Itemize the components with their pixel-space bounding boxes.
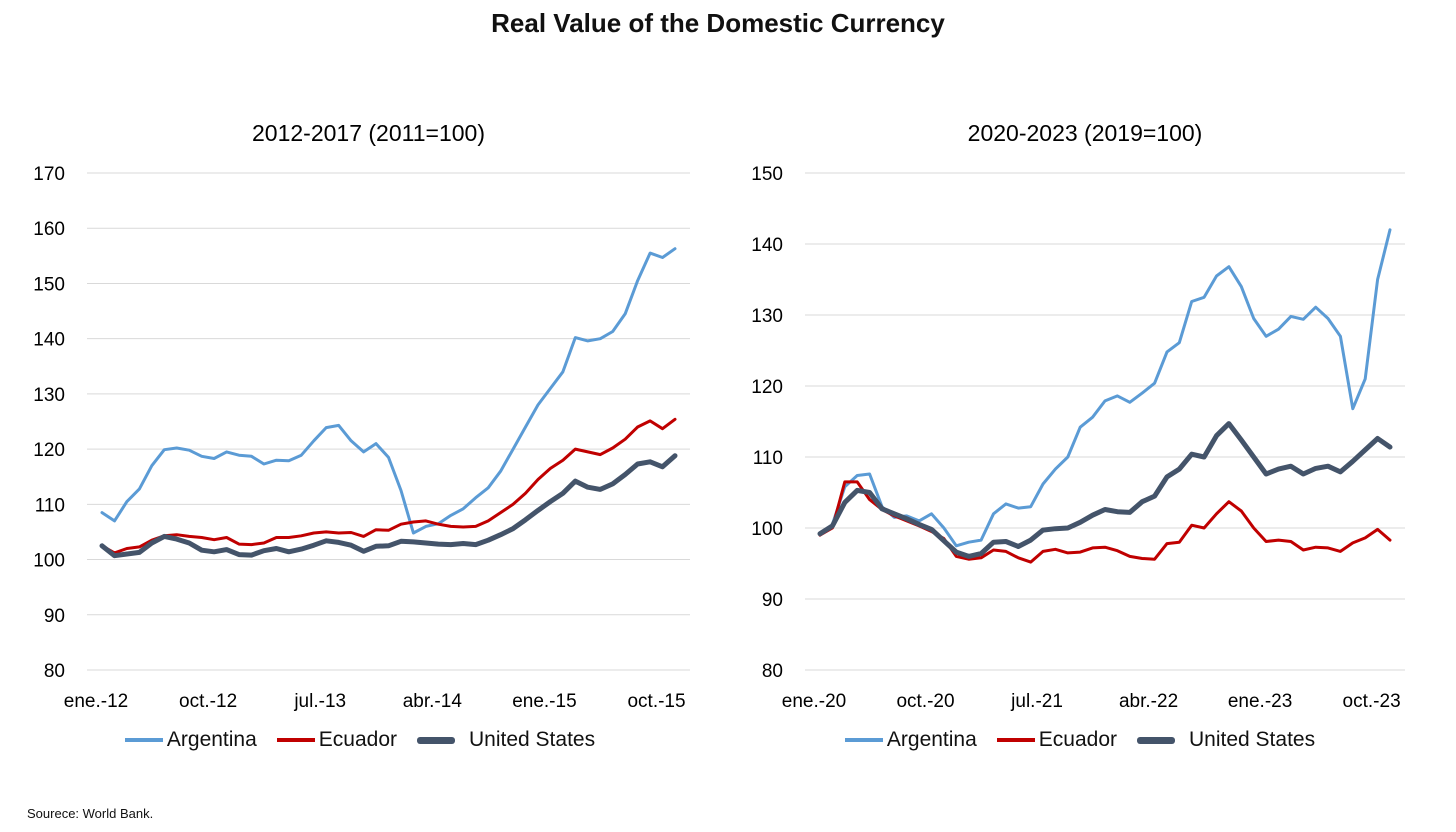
- y-tick-label: 90: [44, 606, 65, 627]
- x-tick-label: oct.-20: [896, 691, 954, 712]
- x-tick-label: ene.-20: [782, 691, 846, 712]
- legend-swatch-united-states: [1137, 736, 1176, 744]
- series-line-ecuador: [818, 480, 1392, 564]
- chart-title: 2012-2017 (2011=100): [252, 120, 485, 146]
- chart-title: 2020-2023 (2019=100): [968, 120, 1203, 146]
- legend-item-ecuador: Ecuador: [276, 728, 398, 752]
- chart-svg: 2012-2017 (2011=100) 80 90 100 110 120 130 140 1…: [33, 120, 690, 712]
- legend-item-argentina: Argentina: [124, 728, 257, 752]
- page-title: Real Value of the Domestic Currency: [491, 8, 945, 38]
- y-tick-label: 100: [33, 551, 65, 572]
- source-note: Sourece: World Bank.: [27, 806, 154, 821]
- y-tick-label: 120: [751, 377, 783, 398]
- y-tick-label: 100: [751, 519, 783, 540]
- y-tick-label: 90: [762, 590, 783, 611]
- x-tick-label: ene.-15: [512, 691, 576, 712]
- y-tick-label: 80: [762, 661, 783, 682]
- legend-item-argentina: Argentina: [844, 728, 977, 752]
- x-tick-label: ene.-23: [1228, 691, 1292, 712]
- x-tick-label: oct.-12: [179, 691, 237, 712]
- series-line-united-states: [99, 453, 678, 559]
- y-tick-label: 150: [751, 164, 783, 185]
- y-tick-label: 160: [33, 219, 65, 240]
- legend-swatch-ecuador: [276, 738, 315, 742]
- x-tick-label: abr.-14: [403, 691, 463, 712]
- x-tick-label: jul.-13: [293, 691, 346, 712]
- y-tick-label: 130: [751, 306, 783, 327]
- legend-item-united-states: United States: [417, 728, 595, 752]
- legend-label-argentina: Argentina: [886, 728, 977, 751]
- x-tick-label: oct.-23: [1343, 691, 1401, 712]
- x-tick-label: oct.-15: [627, 691, 685, 712]
- y-tick-label: 80: [44, 661, 65, 682]
- y-tick-label: 140: [33, 330, 65, 351]
- legend-swatch-ecuador: [996, 738, 1035, 742]
- y-tick-label: 150: [33, 274, 65, 295]
- legend-label-united-states: United States: [469, 728, 596, 751]
- chart-2012-2017: 2012-2017 (2011=100) 80 90 100 110 120 130 140 1…: [0, 105, 720, 765]
- chart-2020-2023: 2020-2023 (2019=100) 80 90 100 110 120 130 140 1…: [720, 105, 1440, 765]
- chart-svg: 2020-2023 (2019=100) 80 90 100 110 120 130 140 1…: [751, 120, 1405, 712]
- chart-legend: Argentina Ecuador United States: [720, 728, 1440, 752]
- y-tick-label: 120: [33, 440, 65, 461]
- series-line-united-states: [817, 421, 1393, 559]
- x-tick-label: abr.-22: [1119, 691, 1178, 712]
- series-line-argentina: [100, 247, 677, 535]
- series-line-argentina: [818, 228, 1392, 548]
- legend-label-argentina: Argentina: [166, 728, 257, 751]
- legend-label-ecuador: Ecuador: [318, 728, 398, 751]
- y-tick-label: 140: [751, 235, 783, 256]
- series-line-ecuador: [100, 417, 677, 555]
- y-tick-label: 110: [753, 448, 783, 469]
- legend-swatch-argentina: [844, 738, 883, 742]
- legend-swatch-united-states: [417, 736, 456, 744]
- legend-label-ecuador: Ecuador: [1038, 728, 1118, 751]
- y-tick-label: 110: [35, 495, 65, 516]
- legend-swatch-argentina: [124, 738, 163, 742]
- y-tick-label: 170: [33, 164, 65, 185]
- legend-label-united-states: United States: [1189, 728, 1316, 751]
- x-tick-label: ene.-12: [64, 691, 128, 712]
- x-tick-label: jul.-21: [1010, 691, 1063, 712]
- legend-item-united-states: United States: [1137, 728, 1315, 752]
- legend-item-ecuador: Ecuador: [996, 728, 1118, 752]
- chart-legend: Argentina Ecuador United States: [0, 728, 720, 752]
- y-tick-label: 130: [33, 385, 65, 406]
